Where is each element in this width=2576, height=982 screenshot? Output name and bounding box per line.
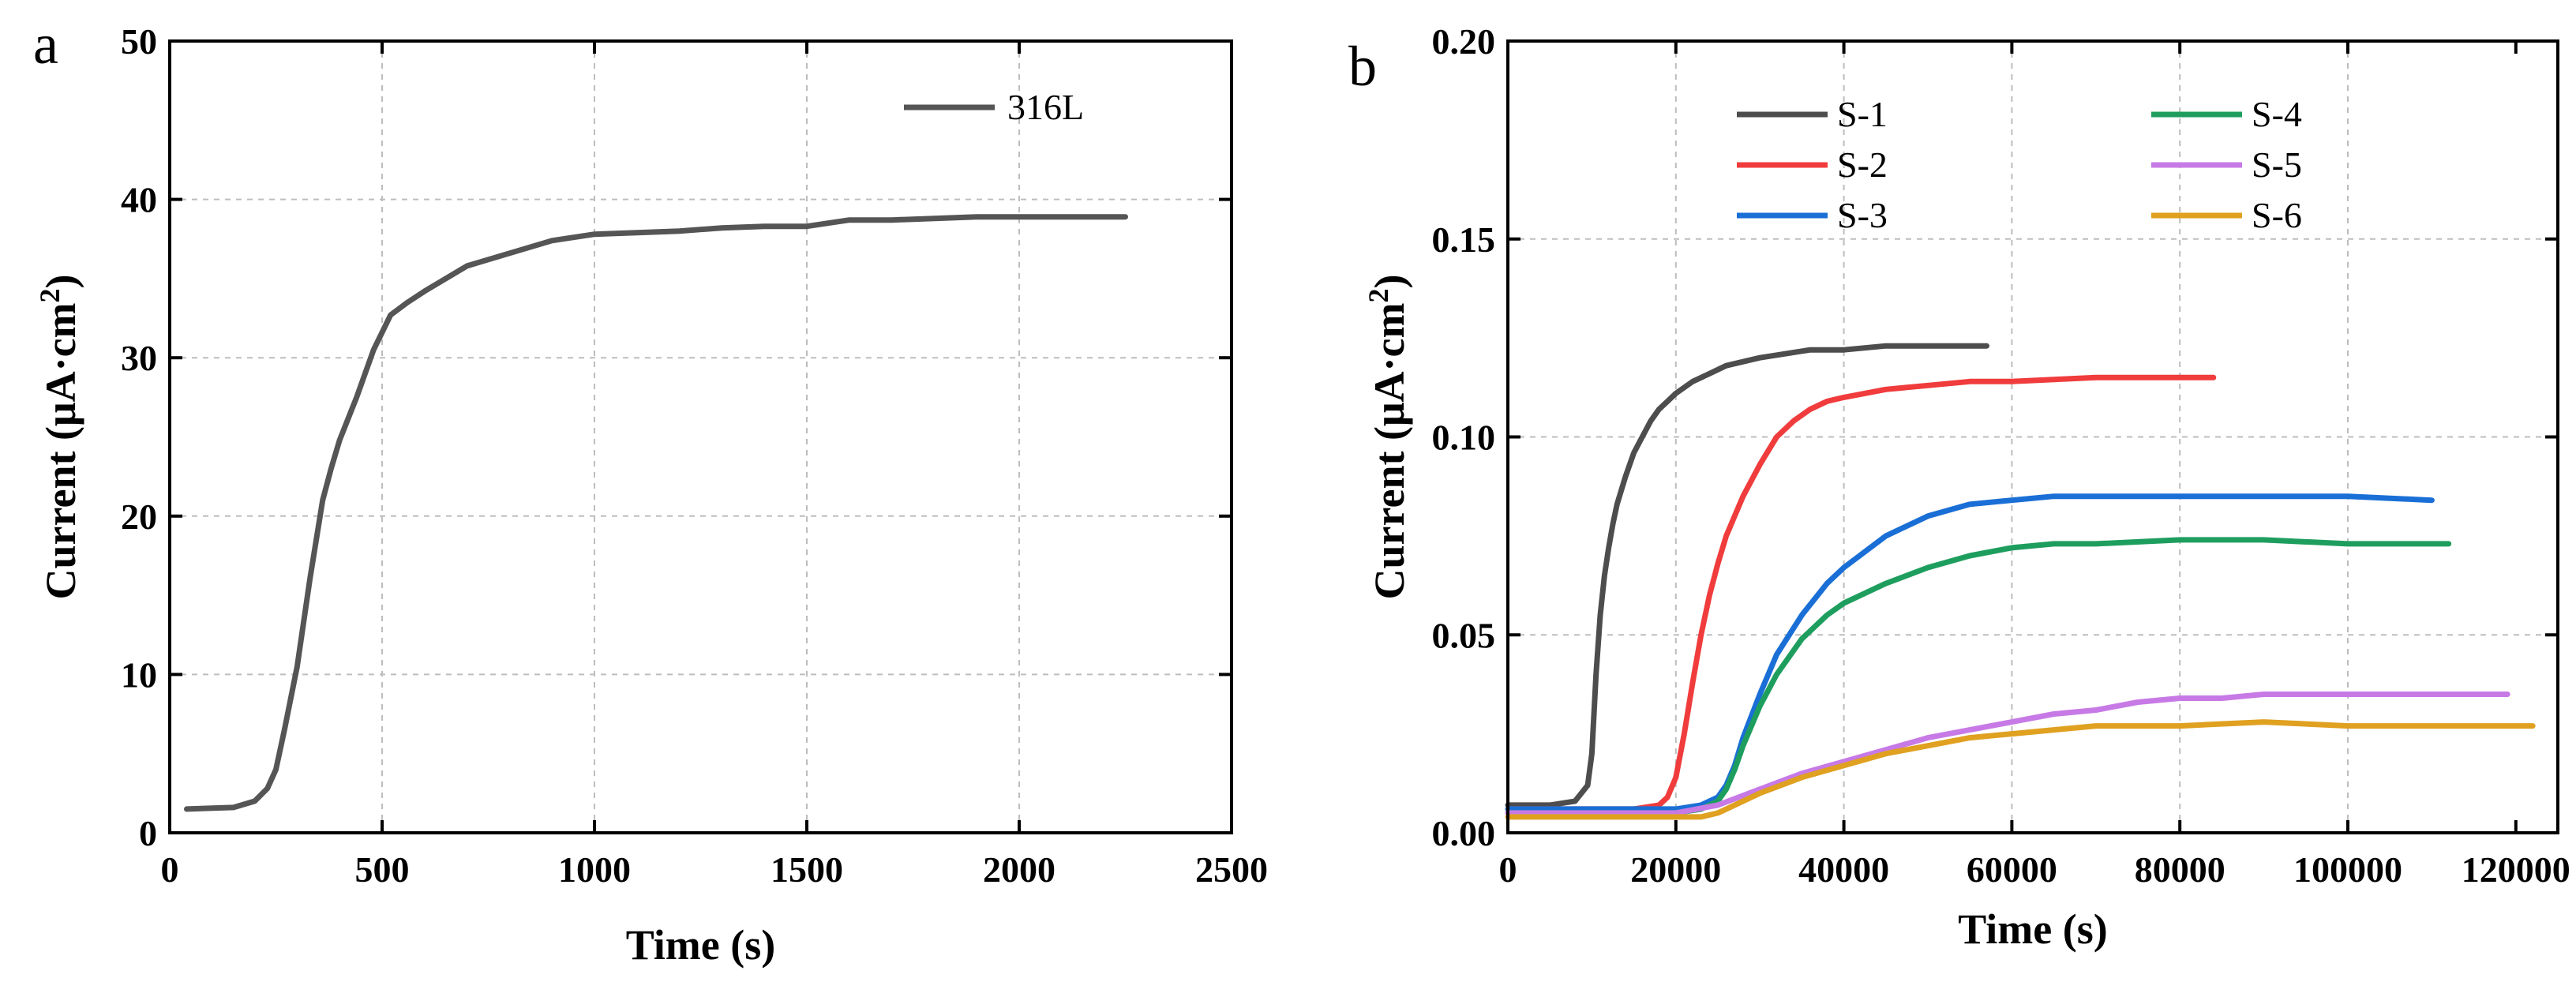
legend-label: S-1 [1837,94,1888,134]
y-tick-label: 30 [121,338,157,378]
legend-label: S-6 [2252,195,2302,235]
series-line-s-1 [1505,343,1989,808]
plot-frame [168,39,1233,834]
series-line-s-2 [1505,374,2217,812]
y-tick-label: 0 [139,813,157,853]
x-tick-label: 0 [161,849,179,890]
x-tick-label: 20000 [1630,849,1721,890]
legend-label: S-3 [1837,195,1888,235]
y-tick-label: 0.15 [1432,219,1496,260]
x-axis-title: Time (s) [1958,905,2107,953]
x-tick-label: 40000 [1798,849,1889,890]
series-line-s-6 [1505,719,2536,820]
x-tick-label: 2000 [983,849,1056,890]
x-tick-label: 0 [1499,849,1517,890]
y-tick-label: 0.10 [1432,418,1496,458]
y-tick-label: 0.20 [1432,21,1496,62]
panel-label: a [33,13,58,76]
y-tick-label: 50 [121,21,157,62]
legend-label: S-2 [1837,144,1888,185]
y-axis-title-close: ) [37,274,84,288]
x-tick-label: 120000 [2462,849,2570,890]
legend-label: S-5 [2252,144,2302,185]
x-tick-label: 80000 [2135,849,2225,890]
x-tick-label: 1500 [771,849,843,890]
y-tick-label: 40 [121,180,157,220]
y-tick-label: 0.05 [1432,615,1496,655]
y-axis-title-superscript: 2 [1363,288,1394,302]
y-axis-title-main: Current (μA·cm [37,302,84,599]
x-tick-label: 60000 [1967,849,2057,890]
panel-a: 0 500 1000 1500 2000 2500 0 10 20 30 40 50 Time (s) C… [33,13,1268,969]
series-line-316l [184,214,1128,812]
series-line-s-4 [1505,537,2452,816]
x-tick-label: 1000 [558,849,631,890]
x-axis-title: Time (s) [626,921,775,969]
panel-b: 0 20000 40000 60000 80000 100000 120000 0.00 0.0… [1348,21,2570,953]
legend-label: 316L [1007,87,1084,127]
panel-label: b [1348,35,1377,98]
x-tick-label: 100000 [2293,849,2402,890]
x-tick-label: 2500 [1195,849,1268,890]
series-line-s-5 [1505,692,2510,816]
y-tick-label: 20 [121,497,157,537]
y-axis-title-main: Current (μA·cm [1366,302,1413,599]
y-axis-title-superscript: 2 [34,288,66,302]
y-axis-title: Current (μA·cm2) [1363,274,1413,599]
y-axis-title-close: ) [1366,274,1413,288]
y-axis-title: Current (μA·cm2) [34,274,84,599]
legend-label: S-4 [2252,94,2302,134]
y-tick-label: 0.00 [1432,813,1496,853]
y-tick-label: 10 [121,654,157,695]
x-tick-label: 500 [355,849,410,890]
